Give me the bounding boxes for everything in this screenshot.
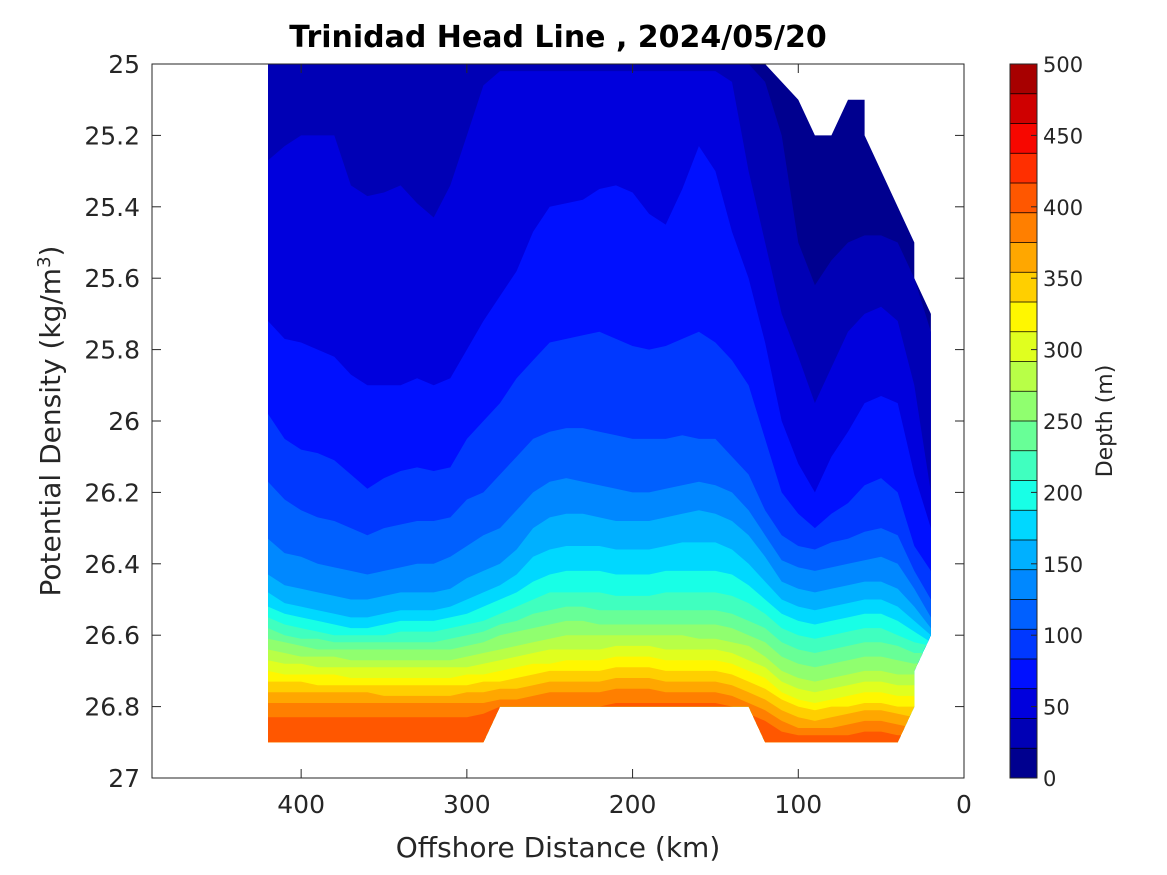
y-axis-ticks: 25 25.2 25.4 25.6 25.8 26 26.2 26.4 26.6 26.8 27 (84, 50, 964, 793)
x-tick-label: 0 (956, 790, 972, 819)
y-tick-label: 25.6 (84, 264, 140, 293)
colorbar-swatch (1010, 599, 1037, 630)
colorbar-swatch (1010, 540, 1037, 571)
colorbar-swatch (1010, 183, 1037, 214)
colorbar-tick-label: 0 (1043, 767, 1056, 791)
colorbar-swatch (1010, 361, 1037, 392)
colorbar-swatch (1010, 391, 1037, 422)
colorbar-swatch (1010, 421, 1037, 452)
colorbar-swatch (1010, 302, 1037, 333)
colorbar-tick-label: 450 (1043, 124, 1083, 148)
y-tick-label: 25.4 (84, 193, 140, 222)
colorbar-tick-label: 200 (1043, 481, 1083, 505)
colorbar-swatch (1010, 212, 1037, 243)
colorbar-tick-label: 50 (1043, 696, 1070, 720)
colorbar: 0 50 100 150 200 250 300 350 400 450 500 (1009, 53, 1083, 791)
y-tick-label: 26 (108, 407, 140, 436)
plot-area: 400 300 200 100 0 25 25.2 25.4 25.6 25.8 26 26.2 26… (84, 50, 972, 819)
colorbar-ticks: 0 50 100 150 200 250 300 350 400 450 500 (1031, 53, 1083, 791)
x-axis-ticks: 400 300 200 100 0 (277, 64, 972, 819)
y-tick-label: 25.2 (84, 121, 140, 150)
colorbar-swatch (1010, 688, 1037, 719)
colorbar-swatch (1010, 64, 1037, 95)
colorbar-swatch (1010, 569, 1037, 600)
colorbar-swatch (1010, 718, 1037, 749)
colorbar-swatches (1010, 64, 1037, 779)
colorbar-swatch (1010, 629, 1037, 660)
y-axis-label-main: Potential Density (kg/m (34, 268, 67, 597)
x-axis-label: Offshore Distance (km) (396, 831, 721, 864)
colorbar-tick-label: 500 (1043, 53, 1083, 77)
y-tick-label: 27 (108, 764, 140, 793)
x-tick-label: 400 (277, 790, 325, 819)
y-tick-label: 25 (108, 50, 140, 79)
y-tick-label: 26.8 (84, 693, 140, 722)
colorbar-swatch (1010, 242, 1037, 273)
contour-band-19 (268, 703, 931, 743)
colorbar-tick-label: 350 (1043, 267, 1083, 291)
colorbar-swatch (1010, 480, 1037, 511)
y-tick-label: 26.2 (84, 478, 140, 507)
colorbar-swatch (1010, 123, 1037, 154)
y-axis-label: Potential Density (kg/m3) (34, 246, 67, 597)
y-tick-label: 26.4 (84, 550, 140, 579)
colorbar-swatch (1010, 659, 1037, 690)
y-axis-label-suffix: ) (34, 246, 67, 257)
y-tick-label: 26.6 (84, 621, 140, 650)
colorbar-tick-label: 250 (1043, 410, 1083, 434)
colorbar-swatch (1010, 153, 1037, 184)
colorbar-label: Depth (m) (1093, 365, 1118, 478)
y-axis-label-superscript: 3 (34, 256, 55, 267)
x-tick-label: 200 (609, 790, 657, 819)
colorbar-swatch (1010, 748, 1037, 779)
y-tick-label: 25.8 (84, 336, 140, 365)
colorbar-swatch (1010, 510, 1037, 541)
colorbar-tick-label: 300 (1043, 339, 1083, 363)
x-tick-label: 300 (443, 790, 491, 819)
colorbar-tick-label: 150 (1043, 553, 1083, 577)
contour-fill-layer (268, 64, 931, 743)
colorbar-swatch (1010, 331, 1037, 362)
colorbar-tick-label: 100 (1043, 624, 1083, 648)
colorbar-swatch (1010, 272, 1037, 303)
colorbar-swatch (1010, 450, 1037, 481)
x-tick-label: 100 (774, 790, 822, 819)
colorbar-swatch (1010, 93, 1037, 124)
chart-title: Trinidad Head Line , 2024/05/20 (289, 20, 826, 55)
colorbar-tick-label: 400 (1043, 196, 1083, 220)
